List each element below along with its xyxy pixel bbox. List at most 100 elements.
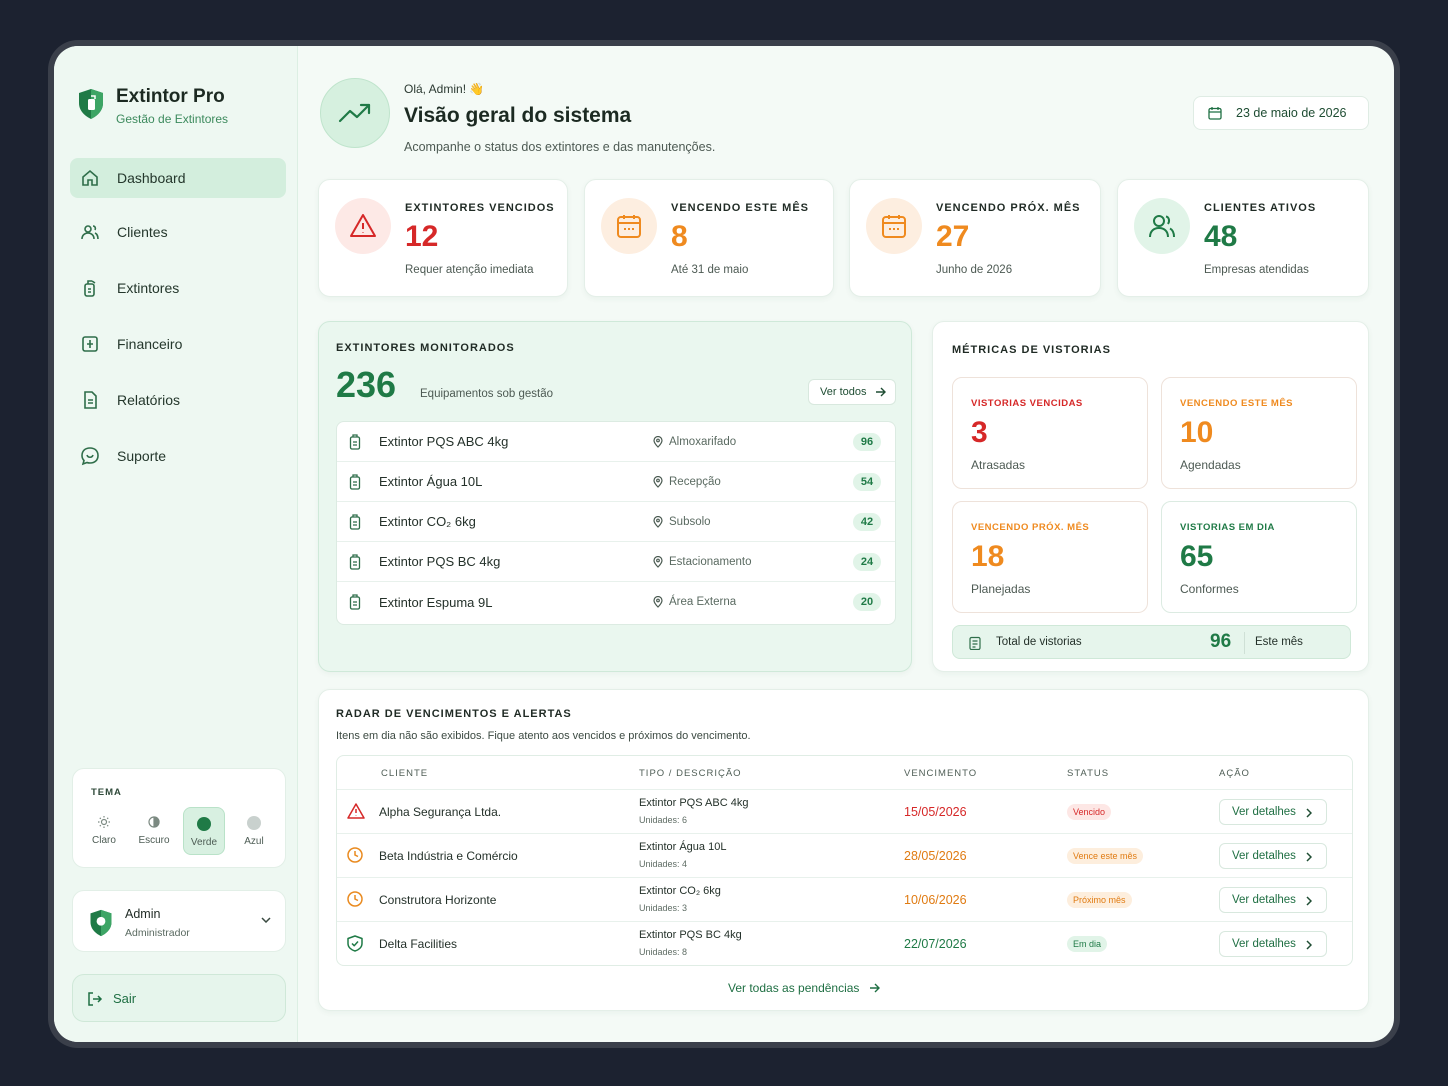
item-type: Extintor PQS BC 4kg — [639, 929, 742, 941]
arrow-right-icon — [875, 387, 887, 397]
extinguisher-icon — [349, 434, 361, 450]
view-details-button[interactable]: Ver detalhes — [1219, 931, 1327, 957]
table-header: CLIENTE TIPO / DESCRIÇÃO VENCIMENTO STAT… — [337, 756, 1352, 789]
view-details-button[interactable]: Ver detalhes — [1219, 799, 1327, 825]
theme-option-azul[interactable]: Azul — [233, 807, 275, 855]
extinguisher-name: Extintor PQS BC 4kg — [379, 554, 501, 569]
location: Almoxarifado — [653, 435, 736, 448]
divider — [1244, 632, 1245, 654]
nav-item-dashboard[interactable]: Dashboard — [70, 158, 286, 198]
location-label: Recepção — [669, 475, 721, 488]
list-item[interactable]: Extintor PQS BC 4kg Estacionamento 24 — [337, 542, 895, 582]
chevron-right-icon — [1306, 852, 1312, 862]
see-all-extinguishers-button[interactable]: Ver todos — [808, 379, 896, 405]
logout-button[interactable]: Sair — [72, 974, 286, 1022]
moon-icon — [147, 815, 161, 829]
current-date: 23 de maio de 2026 — [1236, 106, 1347, 120]
extinguisher-icon — [349, 554, 361, 570]
monitored-total-label: Equipamentos sob gestão — [420, 388, 553, 400]
theme-panel: TEMA Claro Escuro Verde Azul — [72, 768, 286, 868]
avatar — [89, 909, 113, 937]
nav-label: Relatórios — [117, 392, 181, 408]
stat-card-proximo-mes: VENCENDO PRÓX. MÊS 27 Junho de 2026 — [849, 179, 1101, 297]
count-badge: 42 — [853, 512, 881, 531]
logout-label: Sair — [113, 991, 137, 1006]
clipboard-icon — [969, 636, 981, 650]
extinguisher-list: Extintor PQS ABC 4kg Almoxarifado 96 Ext… — [336, 421, 896, 625]
view-details-button[interactable]: Ver detalhes — [1219, 843, 1327, 869]
extinguisher-name: Extintor CO₂ 6kg — [379, 514, 476, 529]
metric-label: VENCENDO ESTE MÊS — [1180, 398, 1294, 409]
nav-label: Dashboard — [117, 170, 186, 186]
due-date: 22/07/2026 — [904, 937, 967, 951]
stat-card-vencendo-mes: VENCENDO ESTE MÊS 8 Até 31 de maio — [584, 179, 834, 297]
metric-label: VISTORIAS EM DIA — [1180, 522, 1275, 533]
greeting: Olá, Admin! 👋 — [404, 82, 485, 96]
total-label: Total de vistorias — [996, 636, 1082, 648]
location-label: Subsolo — [669, 515, 711, 528]
arrow-right-icon — [869, 983, 881, 993]
location-pin-icon — [653, 435, 663, 448]
radar-panel: RADAR DE VENCIMENTOS E ALERTAS Itens em … — [318, 689, 1369, 1011]
date-picker[interactable]: 23 de maio de 2026 — [1193, 96, 1369, 130]
chevron-right-icon — [1306, 896, 1312, 906]
extinguisher-name: Extintor Espuma 9L — [379, 594, 493, 610]
theme-title: TEMA — [91, 787, 122, 798]
brand-subtitle: Gestão de Extintores — [116, 112, 229, 126]
alerts-table: CLIENTE TIPO / DESCRIÇÃO VENCIMENTO STAT… — [336, 755, 1353, 966]
support-icon — [80, 446, 100, 466]
stat-sub: Até 31 de maio — [671, 264, 749, 276]
metrics-title: MÉTRICAS DE VISTORIAS — [952, 344, 1111, 356]
list-item[interactable]: Extintor PQS ABC 4kg Almoxarifado 96 — [337, 422, 895, 462]
finance-icon — [80, 334, 100, 354]
nav-item-extintores[interactable]: Extintores — [70, 268, 286, 308]
clock-icon — [347, 847, 363, 863]
nav-label: Suporte — [117, 448, 167, 464]
stat-value: 8 — [671, 220, 688, 253]
metric-card-em-dia: VISTORIAS EM DIA 65 Conformes — [1161, 501, 1357, 613]
extinguisher-icon — [349, 474, 361, 490]
device-frame: Extintor Pro Gestão de Extintores Dashbo… — [48, 40, 1400, 1048]
item-units: Unidades: 3 — [639, 903, 688, 913]
stat-label: CLIENTES ATIVOS — [1204, 202, 1317, 214]
due-date: 10/06/2026 — [904, 893, 967, 907]
client-name: Delta Facilities — [379, 937, 458, 951]
count-badge: 24 — [853, 552, 881, 571]
chevron-right-icon — [1306, 808, 1312, 818]
total-inspections-bar: Total de vistorias 96 Este mês — [952, 625, 1351, 659]
theme-option-escuro[interactable]: Escuro — [133, 807, 175, 855]
view-details-button[interactable]: Ver detalhes — [1219, 887, 1327, 913]
theme-option-label: Azul — [244, 836, 264, 847]
list-item[interactable]: Extintor Água 10L Recepção 54 — [337, 462, 895, 502]
theme-option-verde[interactable]: Verde — [183, 807, 225, 855]
nav-item-clientes[interactable]: Clientes — [70, 212, 286, 252]
due-date: 28/05/2026 — [904, 849, 967, 863]
nav-label: Extintores — [117, 280, 180, 296]
extinguisher-name: Extintor Água 10L — [379, 474, 483, 489]
nav-item-financeiro[interactable]: Financeiro — [70, 324, 286, 364]
gray-swatch-icon — [247, 816, 261, 830]
stat-value: 48 — [1204, 220, 1238, 253]
nav-item-suporte[interactable]: Suporte — [70, 436, 286, 476]
metrics-panel: MÉTRICAS DE VISTORIAS VISTORIAS VENCIDAS… — [932, 321, 1369, 672]
list-item[interactable]: Extintor CO₂ 6kg Subsolo 42 — [337, 502, 895, 542]
metric-value: 65 — [1180, 540, 1214, 573]
user-menu[interactable]: Admin Administrador — [72, 890, 286, 952]
extinguisher-icon — [349, 514, 361, 530]
count-badge: 96 — [853, 432, 881, 451]
see-all-pending-link[interactable]: Ver todas as pendências — [728, 981, 881, 995]
location-pin-icon — [653, 555, 663, 568]
user-role: Administrador — [125, 927, 190, 939]
nav-item-relatorios[interactable]: Relatórios — [70, 380, 286, 420]
metric-value: 10 — [1180, 416, 1214, 449]
radar-subtitle: Itens em dia não são exibidos. Fique ate… — [336, 730, 751, 742]
app-screen: Extintor Pro Gestão de Extintores Dashbo… — [54, 46, 1394, 1042]
sun-icon — [97, 815, 111, 829]
due-date: 15/05/2026 — [904, 805, 967, 819]
count-badge: 20 — [853, 593, 881, 611]
total-value: 96 — [1210, 631, 1232, 652]
list-item[interactable]: Extintor Espuma 9L Área Externa 20 — [337, 582, 895, 622]
theme-option-claro[interactable]: Claro — [83, 807, 125, 855]
location-label: Estacionamento — [669, 555, 752, 568]
user-name: Admin — [125, 907, 161, 921]
